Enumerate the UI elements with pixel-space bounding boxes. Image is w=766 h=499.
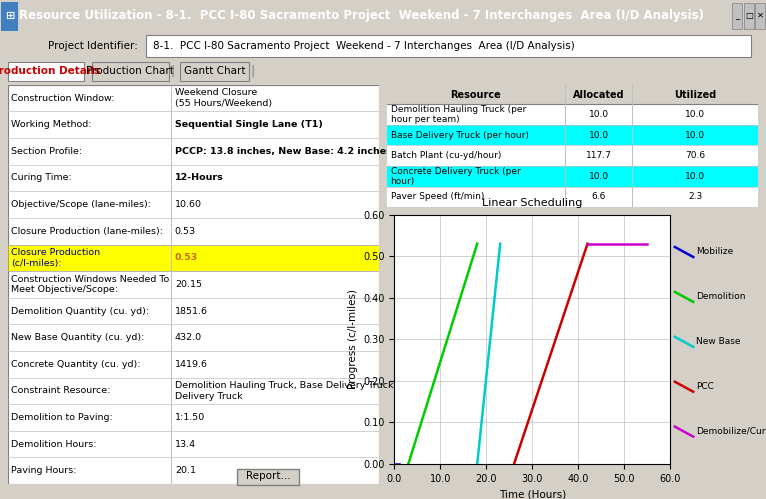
- Text: 117.7: 117.7: [586, 151, 611, 160]
- Text: 8-1.  PCC I-80 Sacramento Project  Weekend - 7 Interchanges  Area (I/D Analysis): 8-1. PCC I-80 Sacramento Project Weekend…: [153, 40, 575, 50]
- Bar: [387, 125, 758, 146]
- Text: Demolition Hauling Truck (per
hour per team): Demolition Hauling Truck (per hour per t…: [391, 105, 525, 124]
- X-axis label: Time (Hours): Time (Hours): [499, 490, 566, 499]
- Text: Demolition Hours:: Demolition Hours:: [11, 440, 97, 449]
- Text: 10.0: 10.0: [685, 110, 705, 119]
- FancyBboxPatch shape: [237, 469, 299, 485]
- Text: _: _: [735, 11, 739, 20]
- Text: 10.0: 10.0: [588, 131, 609, 140]
- Text: Gantt Chart: Gantt Chart: [184, 66, 245, 76]
- Text: □: □: [745, 11, 753, 20]
- Text: Section Profile:: Section Profile:: [11, 147, 83, 156]
- Text: 10.60: 10.60: [175, 200, 201, 209]
- Bar: [8, 245, 379, 271]
- Text: Paver Speed (ft/min): Paver Speed (ft/min): [391, 192, 484, 201]
- Text: 6.6: 6.6: [591, 192, 606, 201]
- FancyBboxPatch shape: [92, 62, 169, 81]
- Text: Allocated: Allocated: [573, 90, 624, 100]
- Text: 432.0: 432.0: [175, 333, 202, 342]
- Text: Batch Plant (cu-yd/hour): Batch Plant (cu-yd/hour): [391, 151, 501, 160]
- Bar: [732, 3, 742, 29]
- Text: Demolition Quantity (cu. yd):: Demolition Quantity (cu. yd):: [11, 306, 149, 315]
- Text: 10.0: 10.0: [588, 110, 609, 119]
- Bar: [744, 3, 754, 29]
- FancyBboxPatch shape: [8, 62, 84, 81]
- Bar: [387, 187, 758, 207]
- Text: 13.4: 13.4: [175, 440, 196, 449]
- Text: 20.15: 20.15: [175, 280, 201, 289]
- Text: Sequential Single Lane (T1): Sequential Single Lane (T1): [175, 120, 322, 129]
- Text: 12-Hours: 12-Hours: [175, 174, 224, 183]
- Text: Resource Utilization - 8-1.  PCC I-80 Sacramento Project  Weekend - 7 Interchang: Resource Utilization - 8-1. PCC I-80 Sac…: [19, 9, 704, 22]
- Text: 0.53: 0.53: [175, 253, 198, 262]
- Text: 10.0: 10.0: [685, 131, 705, 140]
- Text: 2.3: 2.3: [688, 192, 702, 201]
- Bar: [1, 1, 18, 31]
- Text: Demolition: Demolition: [696, 292, 745, 301]
- Text: Demobilize/Curing: Demobilize/Curing: [696, 427, 766, 436]
- Text: Working Method:: Working Method:: [11, 120, 92, 129]
- Text: Paving Hours:: Paving Hours:: [11, 466, 77, 475]
- Text: 10.0: 10.0: [685, 172, 705, 181]
- Text: Demolition Hauling Truck, Base Delivery Truck, Concr
Delivery Truck: Demolition Hauling Truck, Base Delivery …: [175, 381, 427, 401]
- Text: Base Delivery Truck (per hour): Base Delivery Truck (per hour): [391, 131, 529, 140]
- Bar: [387, 166, 758, 187]
- Text: Closure Production (lane-miles):: Closure Production (lane-miles):: [11, 227, 163, 236]
- Text: Concrete Quantity (cu. yd):: Concrete Quantity (cu. yd):: [11, 360, 141, 369]
- Text: 20.1: 20.1: [175, 466, 196, 475]
- Text: Report...: Report...: [246, 471, 290, 481]
- Text: Construction Windows Needed To
Meet Objective/Scope:: Construction Windows Needed To Meet Obje…: [11, 275, 169, 294]
- Text: Constraint Resource:: Constraint Resource:: [11, 386, 111, 395]
- Text: New Base: New Base: [696, 337, 741, 346]
- Bar: [755, 3, 765, 29]
- Text: |: |: [170, 64, 175, 77]
- FancyBboxPatch shape: [180, 62, 249, 81]
- Text: Mobilize: Mobilize: [696, 248, 733, 256]
- Text: ✕: ✕: [757, 11, 764, 20]
- Text: ⊞: ⊞: [5, 10, 15, 20]
- Text: Construction Window:: Construction Window:: [11, 94, 115, 103]
- Text: 70.6: 70.6: [685, 151, 705, 160]
- Bar: [387, 85, 758, 104]
- Y-axis label: Progress (c/l-miles): Progress (c/l-miles): [348, 289, 358, 389]
- Text: Demolition to Paving:: Demolition to Paving:: [11, 413, 113, 422]
- Text: Resource: Resource: [450, 90, 502, 100]
- Text: 10.0: 10.0: [588, 172, 609, 181]
- Text: Utilized: Utilized: [674, 90, 716, 100]
- Bar: [146, 35, 751, 57]
- Text: Objective/Scope (lane-miles):: Objective/Scope (lane-miles):: [11, 200, 152, 209]
- Text: Project Identifier:: Project Identifier:: [48, 41, 138, 51]
- Text: Weekend Closure
(55 Hours/Weekend): Weekend Closure (55 Hours/Weekend): [175, 88, 272, 108]
- Text: PCC: PCC: [696, 382, 714, 391]
- Text: 1419.6: 1419.6: [175, 360, 208, 369]
- Text: New Base Quantity (cu. yd):: New Base Quantity (cu. yd):: [11, 333, 145, 342]
- Title: Linear Scheduling: Linear Scheduling: [482, 198, 583, 208]
- Text: 1851.6: 1851.6: [175, 306, 208, 315]
- Text: Concrete Delivery Truck (per
hour): Concrete Delivery Truck (per hour): [391, 167, 520, 186]
- Bar: [387, 104, 758, 125]
- Text: 1:1.50: 1:1.50: [175, 413, 205, 422]
- Text: PCCP: 13.8 inches, New Base: 4.2 inches: PCCP: 13.8 inches, New Base: 4.2 inches: [175, 147, 391, 156]
- Text: |: |: [250, 64, 255, 77]
- Text: Closure Production
(c/l-miles):: Closure Production (c/l-miles):: [11, 248, 100, 267]
- Bar: [8, 245, 379, 271]
- Text: Production Details: Production Details: [0, 66, 100, 76]
- Text: 0.53: 0.53: [175, 227, 196, 236]
- Text: Curing Time:: Curing Time:: [11, 174, 72, 183]
- Text: Production Chart: Production Chart: [87, 66, 174, 76]
- Bar: [387, 146, 758, 166]
